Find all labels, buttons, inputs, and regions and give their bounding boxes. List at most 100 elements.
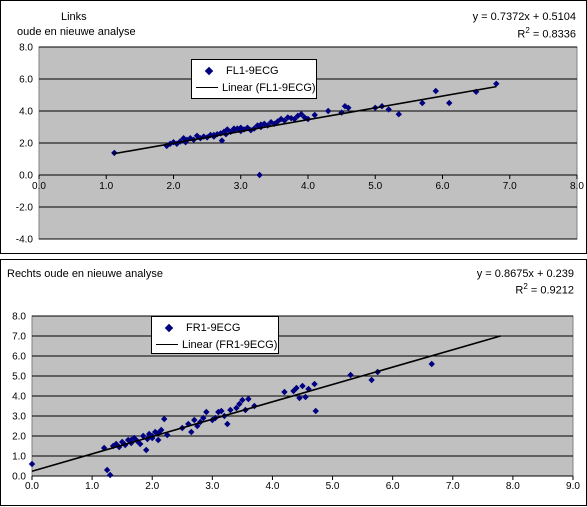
chart-top-title-line-1: Links — [61, 11, 87, 23]
data-point — [341, 103, 349, 110]
diamond-marker-icon — [196, 66, 222, 75]
y-tick-label: 5.0 — [12, 372, 26, 383]
data-point — [291, 115, 298, 123]
chart-top-r2-prefix: R — [517, 28, 526, 41]
data-point — [239, 396, 246, 404]
x-tick-label: 6.0 — [386, 481, 400, 492]
x-tick-label: 5.0 — [368, 181, 382, 192]
chart-top-r2-value: = 0.8336 — [529, 28, 576, 41]
data-point — [144, 435, 151, 443]
chart-top-equation: y = 0.7372x + 0.5104 — [472, 11, 576, 23]
data-point — [227, 406, 234, 414]
y-tick-label: 8.0 — [12, 312, 26, 323]
data-point — [161, 415, 168, 423]
x-tick-label: 7.0 — [446, 481, 460, 492]
y-tick-label: 0.0 — [19, 171, 33, 182]
data-point — [298, 111, 305, 118]
y-tick-label: 6.0 — [19, 75, 33, 86]
y-tick-label: 0.0 — [12, 472, 26, 483]
data-point — [146, 430, 153, 438]
x-tick-label: 3.0 — [234, 181, 248, 192]
y-tick-label: 3.0 — [12, 412, 26, 423]
legend-entry-trendline: Linear (FL1-9ECG) — [196, 79, 316, 96]
diamond-marker-icon — [156, 323, 182, 332]
data-point — [188, 428, 195, 436]
legend-entry-series: FL1-9ECG — [196, 62, 312, 79]
data-point — [395, 111, 402, 118]
trendline-line-icon — [156, 344, 178, 345]
legend-entry-trendline: Linear (FR1-9ECG) — [156, 336, 278, 353]
trendline — [112, 85, 497, 155]
chart-bottom-plot: 8.0 7.0 6.0 5.0 4.0 3.0 2.0 1.0 0.00.0 1.0 2.0 3.0 4… — [12, 312, 580, 493]
data-point — [203, 408, 210, 416]
chart-left-analysis: 8.0 6.0 4.0 2.0 0.0 -2.0 -4.0 0.0 1.0 2.0 3.0 4.0 5.… — [0, 0, 587, 254]
data-point — [137, 440, 144, 448]
x-tick-label: 2.0 — [145, 481, 159, 492]
x-tick-label: 8.0 — [570, 181, 584, 192]
data-point — [224, 420, 231, 428]
data-point — [236, 400, 243, 408]
y-tick-label: -4.0 — [16, 235, 34, 246]
data-point — [143, 446, 150, 454]
data-point — [112, 440, 120, 448]
y-tick-label: 2.0 — [19, 139, 33, 150]
data-point — [155, 436, 162, 444]
x-tick-label: 0.0 — [25, 481, 39, 492]
data-point — [140, 432, 147, 440]
y-tick-label: 4.0 — [19, 107, 33, 118]
data-point — [296, 394, 303, 402]
y-tick-label: 1.0 — [12, 452, 26, 463]
data-point — [164, 431, 171, 439]
trendline-line-icon — [196, 87, 218, 88]
data-point — [432, 87, 439, 95]
x-tick-label: 4.0 — [265, 481, 279, 492]
y-tick-label: 6.0 — [12, 352, 26, 363]
data-point — [347, 371, 354, 379]
data-point — [299, 382, 306, 390]
legend-trendline-label: Linear (FR1-9ECG) — [182, 338, 278, 351]
data-point — [158, 426, 165, 434]
data-point — [281, 388, 288, 396]
chart-bottom-r-squared: R2 = 0.9212 — [515, 282, 574, 297]
data-point — [230, 125, 238, 132]
data-point — [493, 80, 500, 87]
data-point — [28, 460, 36, 468]
legend-series-label: FR1-9ECG — [186, 321, 241, 334]
x-tick-label: 7.0 — [503, 181, 517, 192]
data-point — [218, 407, 225, 415]
legend-trendline-label: Linear (FL1-9ECG) — [222, 81, 316, 94]
x-tick-label: 1.0 — [99, 181, 113, 192]
chart-right-analysis: 8.0 7.0 6.0 5.0 4.0 3.0 2.0 1.0 0.0 0.0 1.0 2.0 3.0 4… — [0, 259, 587, 506]
data-point — [385, 106, 392, 113]
legend-entry-series: FR1-9ECG — [156, 319, 274, 336]
x-tick-label: 9.0 — [566, 481, 580, 492]
x-tick-label: 1.0 — [85, 481, 99, 492]
x-tick-label: 0.0 — [32, 181, 46, 192]
data-point — [311, 380, 318, 388]
x-tick-label: 4.0 — [301, 181, 315, 192]
chart-top-legend: FL1-9ECG Linear (FL1-9ECG) — [191, 59, 317, 99]
data-point — [311, 111, 318, 119]
data-point — [274, 118, 281, 125]
data-point — [200, 414, 207, 422]
x-tick-label: 6.0 — [436, 181, 450, 192]
trendline — [31, 335, 502, 472]
data-point — [256, 171, 263, 179]
chart-top-plot: 8.0 6.0 4.0 2.0 0.0 -2.0 -4.0 0.0 1.0 2.0 3.0 4.0 5.… — [16, 43, 585, 246]
data-point — [251, 402, 258, 410]
data-point — [106, 471, 114, 479]
data-point — [218, 137, 226, 144]
data-point — [237, 124, 244, 131]
x-tick-label: 5.0 — [326, 481, 340, 492]
y-tick-label: 7.0 — [12, 332, 26, 343]
data-point — [155, 429, 162, 437]
data-point — [293, 384, 300, 392]
data-point — [103, 466, 111, 474]
data-point — [257, 121, 265, 128]
data-point — [191, 416, 198, 424]
chart-bottom-r2-sup: 2 — [523, 282, 528, 291]
data-point — [446, 99, 453, 107]
data-point — [233, 404, 240, 412]
data-point — [287, 115, 295, 122]
chart-bottom-legend: FR1-9ECG Linear (FR1-9ECG) — [151, 316, 279, 354]
